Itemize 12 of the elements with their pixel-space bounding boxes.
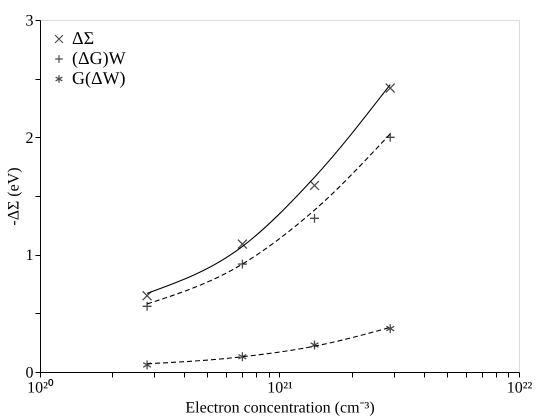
y-tick-label: 2 xyxy=(26,130,34,147)
x-tick-label: 10²⁰ xyxy=(27,378,54,396)
legend-label: ΔΣ xyxy=(72,28,94,48)
y-tick-label: 3 xyxy=(26,12,34,30)
x-axis-title: Electron concentration (cm⁻³) xyxy=(185,400,375,416)
y-axis-title: -ΔΣ (eV) xyxy=(6,167,22,226)
legend-label: (ΔG)W xyxy=(72,48,126,68)
x-tick-label: 10²² xyxy=(506,380,532,396)
y-tick-label: 0 xyxy=(26,364,34,382)
legend-label: G(ΔW) xyxy=(72,68,126,88)
x-tick-label: 10²¹ xyxy=(267,380,293,396)
y-tick-label: 1 xyxy=(26,247,34,264)
